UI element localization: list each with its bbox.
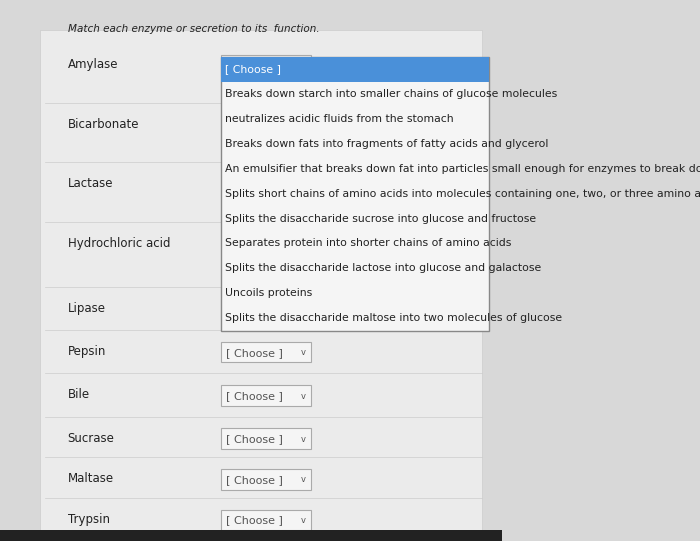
Text: Splits short chains of amino acids into molecules containing one, two, or three : Splits short chains of amino acids into … xyxy=(225,189,700,199)
Text: An emulsifier that breaks down fat into particles small enough for enzymes to br: An emulsifier that breaks down fat into … xyxy=(225,164,700,174)
FancyBboxPatch shape xyxy=(220,469,311,490)
Text: Uncoils proteins: Uncoils proteins xyxy=(225,288,312,298)
Text: [ Choose ]: [ Choose ] xyxy=(226,305,283,314)
Text: Breaks down fats into fragments of fatty acids and glycerol: Breaks down fats into fragments of fatty… xyxy=(225,139,548,149)
Text: Splits the disaccharide lactose into glucose and galactose: Splits the disaccharide lactose into glu… xyxy=(225,263,541,273)
Text: v: v xyxy=(301,435,306,444)
Text: [ Choose ]: [ Choose ] xyxy=(225,64,281,74)
Text: [ Choose ]: [ Choose ] xyxy=(226,434,283,444)
Text: Splits the disaccharide maltose into two molecules of glucose: Splits the disaccharide maltose into two… xyxy=(225,313,562,323)
Text: Lactase: Lactase xyxy=(68,177,113,190)
FancyBboxPatch shape xyxy=(220,385,311,406)
Text: Hydrochloric acid: Hydrochloric acid xyxy=(68,237,170,250)
Text: Maltase: Maltase xyxy=(68,472,114,485)
Text: Pepsin: Pepsin xyxy=(68,345,106,358)
Text: v: v xyxy=(301,348,306,357)
Text: v: v xyxy=(301,305,306,314)
FancyBboxPatch shape xyxy=(220,428,311,449)
Text: [ Choose ]: [ Choose ] xyxy=(226,391,283,401)
Text: Lipase: Lipase xyxy=(68,302,106,315)
Text: v: v xyxy=(301,516,306,525)
Text: Breaks down starch into smaller chains of glucose molecules: Breaks down starch into smaller chains o… xyxy=(225,89,557,99)
FancyBboxPatch shape xyxy=(0,530,502,541)
Text: [ Choose ]: [ Choose ] xyxy=(226,516,283,525)
FancyBboxPatch shape xyxy=(40,30,482,536)
Text: Trypsin: Trypsin xyxy=(68,513,110,526)
FancyBboxPatch shape xyxy=(220,57,489,82)
FancyBboxPatch shape xyxy=(220,342,311,362)
Text: v: v xyxy=(301,62,306,70)
Text: Sucrase: Sucrase xyxy=(68,432,115,445)
Text: Match each enzyme or secretion to its  function.: Match each enzyme or secretion to its fu… xyxy=(68,24,319,34)
Text: Splits the disaccharide sucrose into glucose and fructose: Splits the disaccharide sucrose into glu… xyxy=(225,214,536,223)
FancyBboxPatch shape xyxy=(220,299,311,319)
FancyBboxPatch shape xyxy=(220,55,311,76)
Text: v: v xyxy=(301,476,306,484)
Text: [ Choose ]: [ Choose ] xyxy=(226,475,283,485)
Text: neutralizes acidic fluids from the stomach: neutralizes acidic fluids from the stoma… xyxy=(225,114,454,124)
Text: Separates protein into shorter chains of amino acids: Separates protein into shorter chains of… xyxy=(225,239,511,248)
Text: [ Choose ]: [ Choose ] xyxy=(226,61,283,71)
Text: Amylase: Amylase xyxy=(68,58,118,71)
Text: Bile: Bile xyxy=(68,388,90,401)
FancyBboxPatch shape xyxy=(220,57,489,331)
Text: Bicarbonate: Bicarbonate xyxy=(68,118,139,131)
Text: v: v xyxy=(301,392,306,400)
FancyBboxPatch shape xyxy=(220,510,311,530)
Text: [ Choose ]: [ Choose ] xyxy=(226,348,283,358)
